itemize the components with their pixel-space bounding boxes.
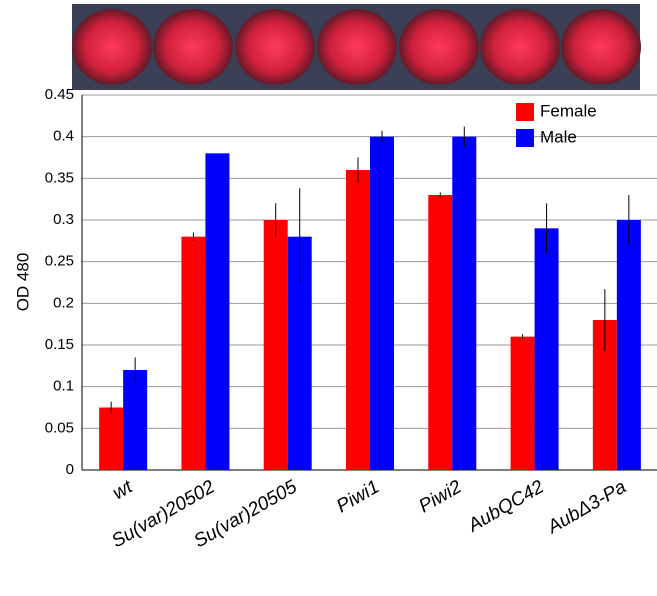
legend-swatch [516, 103, 534, 121]
bar [511, 337, 535, 470]
y-tick-label: 0.05 [45, 419, 74, 436]
eye-photo [153, 9, 233, 85]
eye-photo [561, 9, 641, 85]
x-tick-label: Piwi2 [415, 476, 465, 517]
eye-photo [72, 9, 152, 85]
bar [535, 228, 559, 470]
x-tick-label: AubΔ3-Pa [543, 476, 629, 538]
y-tick-label: 0 [66, 461, 74, 478]
y-tick-label: 0.35 [45, 169, 74, 186]
eye-photo [480, 9, 560, 85]
y-tick-label: 0.4 [53, 128, 74, 145]
y-tick-label: 0.15 [45, 336, 74, 353]
y-tick-label: 0.25 [45, 253, 74, 270]
bar [452, 137, 476, 470]
bar [346, 170, 370, 470]
bar [428, 195, 452, 470]
bar [617, 220, 641, 470]
y-tick-label: 0.45 [45, 86, 74, 103]
bar [205, 153, 229, 470]
y-axis-label: OD 480 [13, 253, 32, 312]
bar [264, 220, 288, 470]
x-tick-label: wt [109, 476, 137, 504]
legend-label: Male [540, 127, 577, 146]
eye-photo [317, 9, 397, 85]
chart: OD 480 0 0.05 0.1 0.15 0.2 0.25 0.3 0.35 0.4 0.45… [0, 0, 657, 596]
eye-photo [235, 9, 315, 85]
bar [99, 408, 123, 471]
y-tick-label: 0.3 [53, 211, 74, 228]
legend-swatch [516, 129, 534, 147]
x-tick-label: AubQC42 [464, 476, 548, 537]
y-tick-label: 0.2 [53, 294, 74, 311]
bar [123, 370, 147, 470]
bar [370, 137, 394, 470]
legend-label: Female [540, 101, 597, 120]
bar [181, 237, 205, 470]
y-tick-label: 0.1 [53, 378, 74, 395]
eye-photo [399, 9, 479, 85]
x-tick-label: Piwi1 [333, 476, 383, 517]
eye-photos [72, 4, 641, 90]
